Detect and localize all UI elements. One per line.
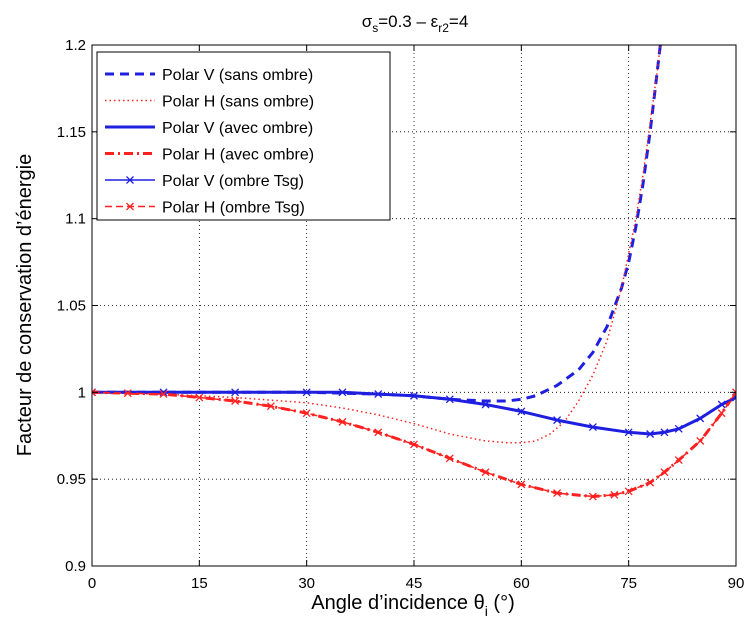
series-line (92, 45, 662, 403)
series-5 (92, 388, 736, 438)
y-tick-label: 1.15 (57, 124, 86, 141)
legend-box (96, 51, 391, 221)
data-point-marker (481, 468, 490, 477)
data-point-marker (696, 437, 705, 445)
data-point-marker (481, 400, 490, 409)
data-point-marker (410, 391, 418, 400)
x-tick-label: 0 (88, 575, 96, 592)
chart-title: σs=0.3 – εr2=4 (362, 12, 469, 35)
data-point-marker (410, 440, 418, 449)
data-point-marker (717, 409, 726, 418)
x-tick-label: 60 (513, 575, 530, 592)
grid (92, 45, 736, 566)
series-line (92, 391, 736, 498)
data-point-marker (624, 428, 633, 437)
data-point-marker (646, 430, 655, 438)
data-point-marker (159, 390, 168, 399)
y-tick-label: 1 (78, 384, 86, 401)
data-point-marker (517, 407, 526, 416)
x-tick-label: 45 (406, 575, 423, 592)
y-tick-label: 0.95 (57, 471, 86, 488)
data-point-marker (610, 490, 619, 499)
x-tick-label: 75 (620, 575, 637, 592)
data-point-marker (231, 397, 240, 405)
y-tick-label: 1.2 (65, 37, 86, 54)
data-point-marker (624, 487, 633, 496)
legend: Polar V (sans ombre) Polar H (sans ombre)… (96, 51, 391, 221)
legend-label: Polar V (avec ombre) (162, 120, 313, 137)
x-tick-label: 30 (298, 575, 315, 592)
series-layer (92, 45, 736, 501)
data-point-marker (445, 454, 454, 463)
data-point-marker (302, 409, 311, 418)
series-6 (92, 388, 736, 501)
data-point-marker (195, 393, 204, 402)
data-point-marker (302, 388, 311, 397)
data-point-marker (445, 395, 454, 404)
data-point-marker (732, 396, 736, 402)
data-point-marker (660, 468, 669, 477)
legend-label: Polar V (sans ombre) (162, 67, 313, 84)
y-tick-label: 1.1 (65, 211, 86, 228)
data-point-marker (92, 388, 96, 394)
data-point-marker (338, 388, 347, 397)
data-point-marker (374, 390, 383, 399)
data-point-marker (717, 400, 726, 409)
series-line (92, 45, 662, 444)
data-point-marker (588, 492, 597, 501)
data-point-marker (674, 424, 683, 433)
data-point-marker (553, 489, 562, 498)
data-point-marker (92, 391, 96, 397)
legend-label: Polar H (ombre Tsg) (162, 200, 305, 217)
data-point-marker (696, 414, 705, 423)
data-point-marker (588, 423, 597, 432)
data-point-marker (266, 402, 275, 411)
series-2 (92, 45, 662, 444)
legend-marker (126, 176, 134, 184)
data-point-marker (732, 388, 736, 394)
y-tick-label: 0.9 (65, 558, 86, 575)
data-point-marker (674, 456, 683, 465)
legend-marker (126, 202, 134, 211)
data-point-marker (660, 428, 669, 437)
legend-label: Polar V (ombre Tsg) (162, 173, 304, 190)
y-tick-label: 1.05 (57, 298, 86, 315)
legend-label: Polar H (sans ombre) (162, 94, 314, 111)
data-point-marker (553, 416, 562, 425)
series-1 (92, 45, 662, 403)
data-point-marker (231, 388, 240, 397)
data-point-marker (646, 478, 655, 487)
x-axis-label: Angle d’incidence θi (°) (311, 592, 514, 619)
y-axis-label: Facteur de conservation d’énergie (14, 154, 36, 456)
data-point-marker (338, 417, 347, 426)
x-tick-label: 15 (191, 575, 208, 592)
data-point-marker (374, 428, 383, 437)
data-point-marker (517, 480, 526, 489)
axis-ticks: 0 15 30 45 60 75 90 0.9 0.95 1 1.05 1.1 1.15 1.2 (57, 37, 745, 592)
x-tick-label: 90 (728, 575, 745, 592)
data-point-marker (732, 391, 736, 397)
legend-label: Polar H (avec ombre) (162, 147, 314, 164)
data-point-marker (123, 389, 132, 398)
